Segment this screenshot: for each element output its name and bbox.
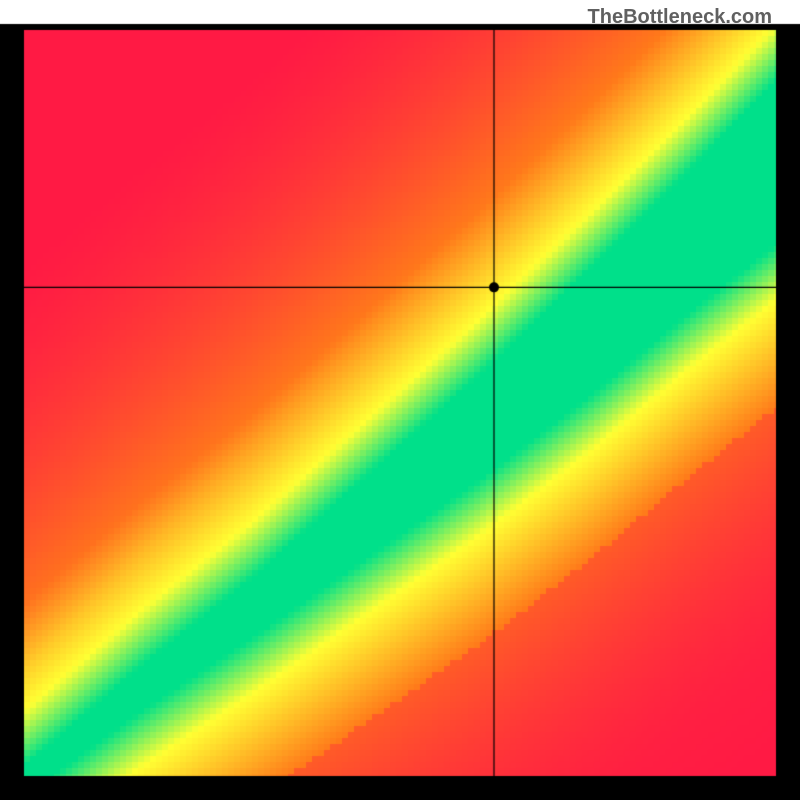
- chart-container: TheBottleneck.com: [0, 0, 800, 800]
- bottleneck-heatmap: [0, 0, 800, 800]
- watermark-text: TheBottleneck.com: [588, 6, 772, 29]
